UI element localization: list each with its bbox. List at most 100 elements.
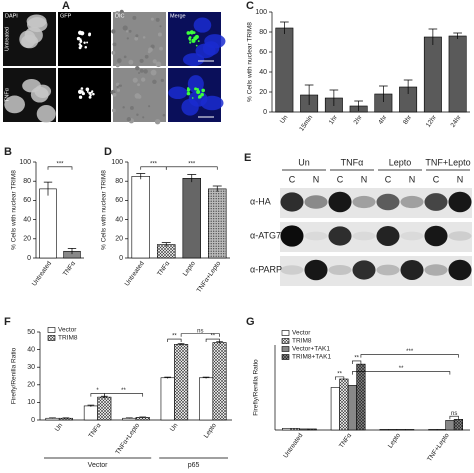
column-label: DIC bbox=[115, 13, 125, 19]
panel-label: G bbox=[246, 316, 255, 328]
legend-label: TRIM8 bbox=[58, 335, 78, 342]
bar bbox=[436, 429, 446, 431]
texture bbox=[119, 84, 123, 87]
texture bbox=[112, 42, 117, 47]
texture bbox=[159, 25, 162, 28]
texture bbox=[128, 29, 132, 33]
y-axis-label: Firefly/Renilla Ratio bbox=[11, 347, 18, 404]
y-tick-label: 40 bbox=[259, 69, 267, 76]
x-tick-label: TNFα+Lepto bbox=[114, 422, 141, 456]
band bbox=[280, 225, 304, 247]
x-tick-label: 15min bbox=[298, 114, 314, 133]
gfp-spot bbox=[91, 90, 94, 93]
texture bbox=[111, 50, 116, 55]
y-tick-label: 100 bbox=[111, 159, 123, 166]
error-bar bbox=[139, 416, 147, 418]
bar bbox=[282, 428, 292, 431]
bar bbox=[160, 377, 175, 421]
texture bbox=[148, 47, 153, 52]
legend-swatch bbox=[281, 338, 290, 344]
texture bbox=[126, 30, 129, 33]
band bbox=[376, 193, 400, 211]
y-tick-label: 60 bbox=[259, 49, 267, 56]
texture bbox=[135, 65, 140, 71]
gfp-spot bbox=[92, 92, 95, 96]
gfp-spot bbox=[188, 37, 191, 40]
texture bbox=[132, 77, 138, 83]
nucleus bbox=[34, 84, 52, 98]
bar bbox=[448, 35, 467, 113]
bar bbox=[299, 428, 309, 431]
texture bbox=[115, 11, 120, 16]
band bbox=[304, 259, 328, 281]
error-bar bbox=[202, 376, 210, 379]
texture bbox=[115, 63, 120, 68]
x-tick-label: TNF+Lepto bbox=[426, 432, 451, 463]
bar bbox=[347, 385, 357, 431]
x-tick-label: Untreated bbox=[282, 432, 304, 460]
y-tick-label: 80 bbox=[259, 29, 267, 36]
x-tick-label: 4hr bbox=[377, 113, 389, 125]
y-tick-label: 50 bbox=[27, 329, 35, 336]
gfp-spot bbox=[186, 88, 190, 91]
lane-label: N bbox=[409, 174, 416, 184]
column-label: DAPI bbox=[5, 13, 18, 19]
y-axis-label: % Cells with nuclear TRIM8 bbox=[101, 170, 108, 250]
group-label: TNFα bbox=[341, 157, 364, 167]
legend-swatch bbox=[281, 330, 290, 336]
bar bbox=[97, 396, 112, 421]
y-tick-label: 20 bbox=[27, 382, 35, 389]
texture bbox=[159, 46, 163, 51]
x-tick-label: 12hr bbox=[425, 113, 439, 128]
texture bbox=[154, 119, 161, 125]
texture bbox=[141, 77, 146, 82]
texture bbox=[162, 113, 166, 117]
bar bbox=[428, 429, 438, 431]
nucleus bbox=[193, 17, 212, 33]
bar bbox=[379, 429, 389, 431]
band bbox=[400, 195, 424, 209]
texture bbox=[142, 36, 146, 39]
row-label: α-PARP bbox=[250, 264, 282, 274]
band bbox=[400, 231, 424, 241]
bar bbox=[131, 176, 150, 259]
texture bbox=[117, 58, 122, 63]
band bbox=[304, 231, 328, 241]
x-tick-label: TNFα bbox=[88, 422, 103, 440]
row-label: TNFα bbox=[4, 87, 10, 102]
y-tick-label: 40 bbox=[23, 216, 31, 223]
y-tick-label: 20 bbox=[259, 89, 267, 96]
y-tick-label: 20 bbox=[23, 236, 31, 243]
error-bar bbox=[62, 417, 70, 419]
significance-bracket bbox=[360, 354, 459, 358]
bar bbox=[290, 428, 300, 431]
gfp-spot bbox=[88, 91, 92, 95]
bar bbox=[445, 420, 455, 431]
x-tick-label: Un bbox=[54, 422, 65, 433]
micrograph bbox=[58, 12, 111, 66]
texture bbox=[116, 88, 121, 92]
gfp-spot bbox=[78, 89, 83, 94]
legend-swatch bbox=[47, 327, 56, 333]
nucleus bbox=[202, 41, 220, 56]
error-bar bbox=[280, 21, 289, 34]
significance-label: ** bbox=[121, 388, 126, 394]
texture bbox=[152, 79, 157, 85]
texture bbox=[150, 69, 157, 76]
significance-label: ns bbox=[197, 328, 203, 334]
legend-label: TRIM8+TAK1 bbox=[292, 354, 331, 361]
band bbox=[304, 195, 328, 209]
panel-label: D bbox=[104, 146, 112, 158]
lane-label: N bbox=[313, 174, 320, 184]
texture bbox=[143, 69, 148, 74]
gfp-spot bbox=[83, 41, 86, 44]
gfp-spot bbox=[81, 91, 85, 96]
significance-label: ** bbox=[337, 371, 342, 377]
x-tick-label: TNFα bbox=[338, 432, 353, 450]
error-bar bbox=[49, 417, 56, 419]
panel-label: C bbox=[246, 0, 254, 12]
nucleus bbox=[36, 104, 56, 123]
texture bbox=[116, 14, 119, 18]
bar bbox=[330, 387, 340, 431]
lane-label: N bbox=[457, 174, 464, 184]
